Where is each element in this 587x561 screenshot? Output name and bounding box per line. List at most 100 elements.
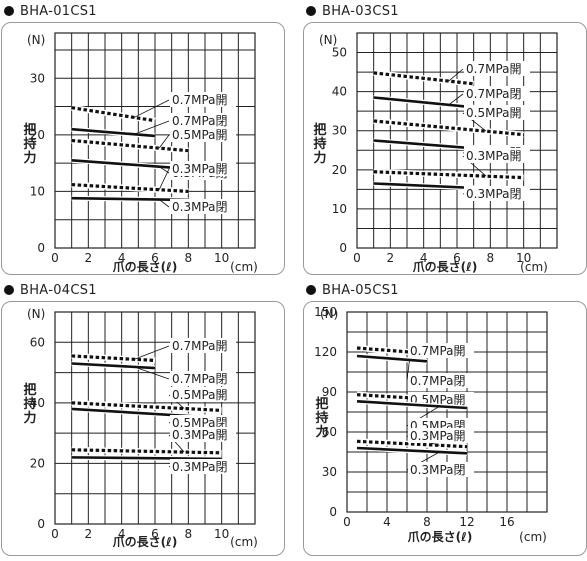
leader-line (134, 120, 170, 135)
y-tick-label: 120 (314, 345, 337, 359)
plot-area (54, 32, 256, 249)
y-tick-label: 20 (30, 128, 45, 142)
x-axis-label: 爪の長さ(ℓ) (413, 259, 478, 274)
label-bg (408, 428, 474, 443)
series-line (71, 106, 156, 123)
label-bg (408, 343, 474, 358)
series-label: 0.7MPa閉 (410, 374, 466, 388)
series-label: 0.7MPa閉 (466, 87, 522, 101)
series-label: 0.3MPa開 (172, 162, 228, 176)
plot-area (346, 311, 548, 513)
series-label: 0.5MPa開 (466, 106, 522, 120)
y-tick-label: 90 (322, 385, 337, 399)
x-unit-label: (cm) (230, 260, 258, 274)
y-tick-label: 60 (322, 425, 337, 439)
series-line (71, 456, 222, 461)
x-axis-label: 爪の長さ(ℓ) (408, 529, 473, 544)
label-bg (170, 371, 236, 386)
series-label: 0.7MPa開 (172, 339, 228, 353)
y-tick-label: 10 (332, 202, 347, 216)
label-bg (170, 92, 236, 107)
y-axis-label-char: 把 (23, 382, 36, 398)
y-axis-label-char: 持 (315, 410, 328, 426)
x-tick-label: 4 (383, 515, 391, 529)
x-tick-label: 8 (487, 251, 495, 265)
y-axis-label-char: 力 (313, 150, 326, 166)
y-tick-label: 30 (332, 124, 347, 138)
chart-title: BHA-04CS1 (4, 283, 97, 298)
leader-line (158, 199, 170, 208)
chart-title-text: BHA-01CS1 (20, 4, 97, 19)
leader-line (448, 68, 464, 82)
x-tick-label: 2 (387, 251, 395, 265)
y-unit-label: (N) (27, 33, 45, 47)
chart-title-text: BHA-04CS1 (20, 283, 97, 298)
y-unit-label: (N) (320, 307, 338, 321)
y-tick-label: 0 (339, 241, 347, 255)
series-label: 0.3MPa開 (410, 429, 466, 443)
plot-area (356, 32, 558, 249)
series-line (356, 439, 468, 449)
y-tick-label: 50 (332, 46, 347, 60)
leader-line (158, 168, 170, 190)
y-axis-label: 把持力 (315, 396, 328, 440)
y-tick-label: 60 (30, 335, 45, 349)
x-tick-label: 0 (51, 251, 59, 265)
label-bg (464, 86, 530, 101)
x-tick-label: 6 (151, 251, 159, 265)
series-label: 0.7MPa閉 (172, 372, 228, 386)
x-tick-label: 12 (459, 515, 474, 529)
x-tick-label: 4 (420, 251, 428, 265)
y-axis-label-char: 持 (23, 136, 36, 152)
x-axis-label: 爪の長さ(ℓ) (113, 534, 178, 549)
label-bg (464, 148, 530, 163)
y-axis-label-char: 力 (315, 424, 328, 440)
series-label: 0.3MPa閉 (466, 187, 522, 201)
series-line (71, 127, 156, 138)
chart-title: BHA-05CS1 (306, 283, 399, 298)
series-label: 0.7MPa開 (466, 62, 522, 76)
series-line (71, 196, 189, 202)
plot-area (54, 311, 256, 525)
y-tick-label: 20 (30, 456, 45, 470)
series-line (71, 448, 222, 455)
x-tick-label: 2 (85, 527, 93, 541)
label-bg (170, 161, 236, 176)
label-bg (170, 415, 236, 430)
label-bg (170, 127, 236, 142)
y-axis-label: 把持力 (313, 122, 326, 166)
x-tick-label: 6 (151, 527, 159, 541)
series-halo (71, 137, 189, 154)
label-bg (170, 113, 236, 128)
chart-title: BHA-01CS1 (4, 4, 97, 19)
leader-line (133, 99, 170, 118)
bullet-icon (4, 6, 14, 16)
y-tick-label: 30 (30, 71, 45, 85)
y-tick-label: 30 (322, 465, 337, 479)
label-bg (170, 459, 236, 474)
y-axis-label-char: 持 (23, 396, 36, 412)
bullet-icon (306, 285, 316, 295)
label-bg (170, 427, 236, 442)
y-tick-label: 10 (30, 184, 45, 198)
y-axis-label-char: 力 (23, 150, 36, 166)
label-bg (170, 387, 236, 402)
y-axis-label: 把持力 (23, 382, 36, 426)
x-tick-label: 0 (51, 527, 59, 541)
y-axis-label: 把持力 (23, 122, 36, 166)
series-label: 0.3MPa閉 (410, 463, 466, 477)
y-axis-label-char: 力 (23, 410, 36, 426)
x-tick-label: 8 (185, 251, 193, 265)
series-line (71, 401, 222, 413)
series-label: 0.7MPa開 (172, 93, 228, 107)
y-tick-label: 0 (37, 517, 45, 531)
y-axis-label-char: 把 (315, 396, 328, 412)
series-label: 0.3MPa開 (172, 428, 228, 442)
series-label: 0.3MPa閉 (172, 460, 228, 474)
y-axis-label-char: 把 (23, 122, 36, 138)
x-tick-label: 10 (214, 251, 229, 265)
x-tick-label: 0 (343, 515, 351, 529)
